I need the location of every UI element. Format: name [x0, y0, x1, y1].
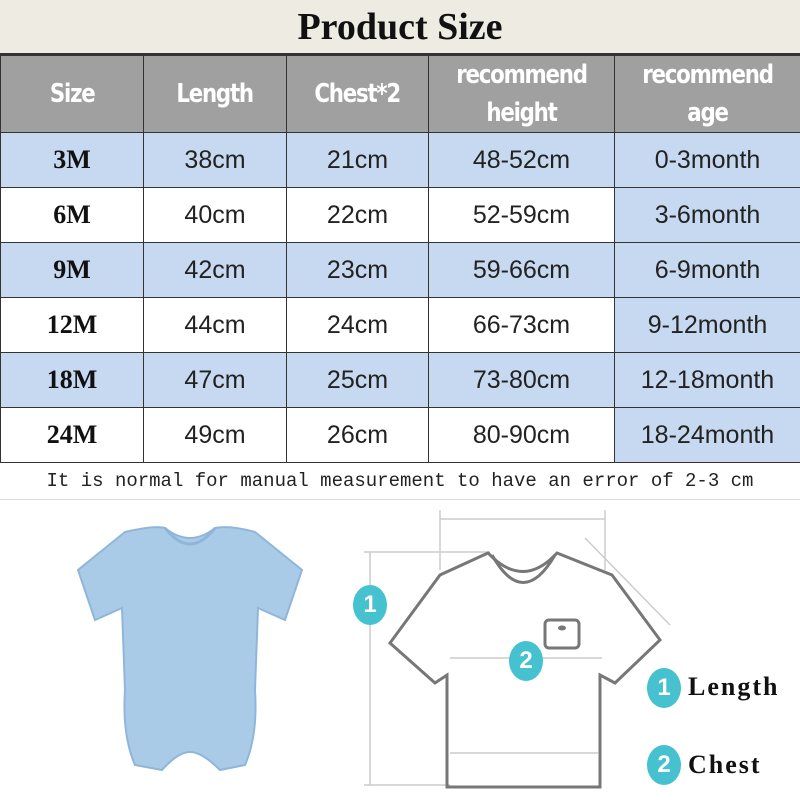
cell-age: 12-18month — [614, 352, 800, 408]
cell-chest: 21cm — [286, 132, 429, 188]
tshirt-outline — [387, 551, 662, 789]
table-row: 12M 44cm 24cm 66-73cm 9-12month — [0, 297, 800, 353]
cell-height: 59-66cm — [428, 242, 615, 298]
cell-chest: 25cm — [286, 352, 429, 408]
legend-length: Length — [688, 672, 780, 701]
header-chest: Chest*2 — [286, 55, 429, 133]
cell-size: 24M — [0, 407, 144, 463]
cell-height: 66-73cm — [428, 297, 615, 353]
legend-chest: Chest — [688, 750, 762, 779]
tshirt-diagram — [364, 510, 671, 789]
header-size: Size — [0, 55, 144, 133]
cell-height: 73-80cm — [428, 352, 615, 408]
cell-length: 42cm — [143, 242, 287, 298]
cell-chest: 24cm — [286, 297, 429, 353]
table-row: 24M 49cm 26cm 80-90cm 18-24month — [0, 407, 800, 463]
table-row: 9M 42cm 23cm 59-66cm 6-9month — [0, 242, 800, 298]
cell-size: 18M — [0, 352, 144, 408]
cell-length: 47cm — [143, 352, 287, 408]
cell-length: 38cm — [143, 132, 287, 188]
badge-length: 1 — [353, 585, 387, 625]
table-row: 3M 38cm 21cm 48-52cm 0-3month — [0, 132, 800, 188]
legend-badge-2: 2 — [647, 745, 681, 785]
table-header: Size Length Chest*2 recommend height rec… — [0, 55, 800, 133]
cell-height: 48-52cm — [428, 132, 615, 188]
cell-size: 3M — [0, 132, 144, 188]
cell-length: 44cm — [143, 297, 287, 353]
cell-age: 0-3month — [614, 132, 800, 188]
cell-height: 52-59cm — [428, 187, 615, 243]
onesie-image — [76, 526, 304, 772]
measurement-note: It is normal for manual measurement to h… — [0, 462, 800, 500]
cell-size: 9M — [0, 242, 144, 298]
cell-age: 3-6month — [614, 187, 800, 243]
cell-length: 40cm — [143, 187, 287, 243]
table-row: 18M 47cm 25cm 73-80cm 12-18month — [0, 352, 800, 408]
header-age: recommend age — [614, 55, 800, 133]
cell-age: 18-24month — [614, 407, 800, 463]
cell-length: 49cm — [143, 407, 287, 463]
onesie-body — [76, 526, 304, 772]
table-row: 6M 40cm 22cm 52-59cm 3-6month — [0, 187, 800, 243]
cell-age: 6-9month — [614, 242, 800, 298]
header-length: Length — [143, 55, 287, 133]
cell-chest: 23cm — [286, 242, 429, 298]
cell-size: 6M — [0, 187, 144, 243]
size-table: Size Length Chest*2 recommend height rec… — [0, 55, 800, 463]
cell-age: 9-12month — [614, 297, 800, 353]
cell-chest: 22cm — [286, 187, 429, 243]
cell-height: 80-90cm — [428, 407, 615, 463]
cell-chest: 26cm — [286, 407, 429, 463]
badge-chest: 2 — [509, 641, 543, 681]
page-title: Product Size — [0, 0, 800, 55]
cell-size: 12M — [0, 297, 144, 353]
header-height: recommend height — [428, 55, 615, 133]
legend-badge-1: 1 — [647, 668, 681, 708]
